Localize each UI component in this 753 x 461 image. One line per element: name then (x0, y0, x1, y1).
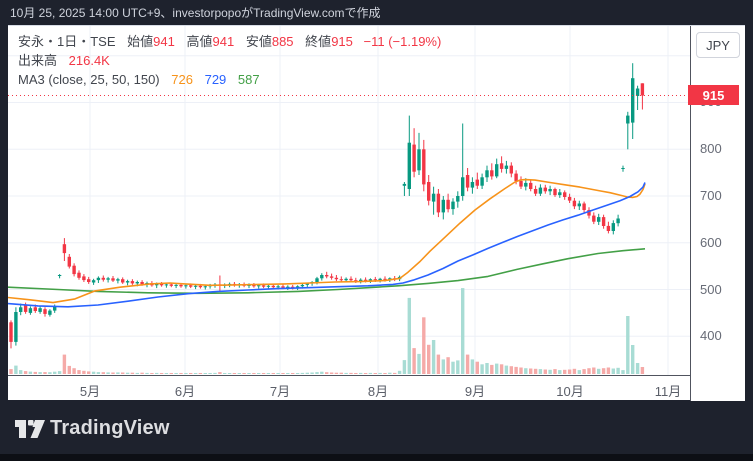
time-axis[interactable]: 5月 6月 7月 8月 9月 10月 11月 (8, 375, 745, 401)
ma25-value: 726 (171, 72, 193, 87)
time-tick-7月: 7月 (269, 384, 291, 399)
high-label: 高値 (186, 34, 213, 49)
time-tick-9月: 9月 (464, 384, 486, 399)
change-value: −11 (−1.19%) (363, 34, 442, 49)
legend-volume-row[interactable]: 出来高 216.4K (18, 51, 441, 70)
legend-ohlc-row[interactable]: 安永・1日・TSE 始値941 高値941 安値885 終値915 −11 (−… (18, 32, 441, 51)
ma150-value: 587 (237, 72, 260, 87)
price-tick-400: 400 (700, 328, 722, 343)
time-tick-5月: 5月 (79, 384, 101, 399)
currency-toggle-button[interactable]: JPY (696, 32, 740, 58)
creation-attribution-text: 10月 25, 2025 14:00 UTC+9、investorpopoがTr… (10, 6, 381, 20)
volume-layer (9, 288, 645, 374)
price-tick-500: 500 (700, 282, 722, 297)
time-tick-8月: 8月 (367, 384, 389, 399)
chart-panel: 安永・1日・TSE 始値941 高値941 安値885 終値915 −11 (−… (8, 25, 745, 401)
legend-ma-row[interactable]: MA3 (close, 25, 50, 150) 726 729 587 (18, 70, 441, 89)
ma50-value: 729 (204, 72, 227, 87)
candles-layer (9, 63, 645, 349)
price-tick-700: 700 (700, 188, 722, 203)
symbol-title: 安永・1日・TSE (18, 34, 116, 49)
price-chart[interactable] (8, 26, 690, 375)
time-tick-11月: 11月 (654, 384, 682, 399)
ma-layer (8, 178, 646, 308)
low-value: 885 (271, 34, 294, 49)
footer-bar: TradingView (0, 400, 753, 461)
close-label: 終値 (305, 34, 332, 49)
high-value: 941 (212, 34, 235, 49)
open-label: 始値 (127, 34, 154, 49)
chart-legend: 安永・1日・TSE 始値941 高値941 安値885 終値915 −11 (−… (18, 32, 441, 89)
last-price-badge: 915 (688, 85, 739, 105)
close-value: 915 (331, 34, 353, 49)
time-tick-6月: 6月 (174, 384, 196, 399)
low-label: 安値 (245, 34, 272, 49)
price-axis[interactable]: JPY 400500600700800900915 (688, 26, 745, 401)
footer-bottom-strip (0, 454, 753, 461)
volume-label: 出来高 (18, 53, 58, 68)
ma-label: MA3 (close, 25, 50, 150) (18, 72, 160, 87)
price-tick-600: 600 (700, 235, 722, 250)
volume-value: 216.4K (68, 53, 110, 68)
tradingview-brand-text[interactable]: TradingView (50, 417, 170, 439)
ma25-line (8, 178, 646, 304)
ma50-line (8, 182, 646, 308)
open-value: 941 (153, 34, 175, 49)
creation-attribution-bar: 10月 25, 2025 14:00 UTC+9、investorpopoがTr… (0, 0, 753, 25)
time-tick-10月: 10月 (556, 384, 584, 399)
price-tick-800: 800 (700, 141, 722, 156)
ma150-line (8, 248, 646, 295)
tradingview-logo-icon[interactable] (14, 416, 46, 442)
